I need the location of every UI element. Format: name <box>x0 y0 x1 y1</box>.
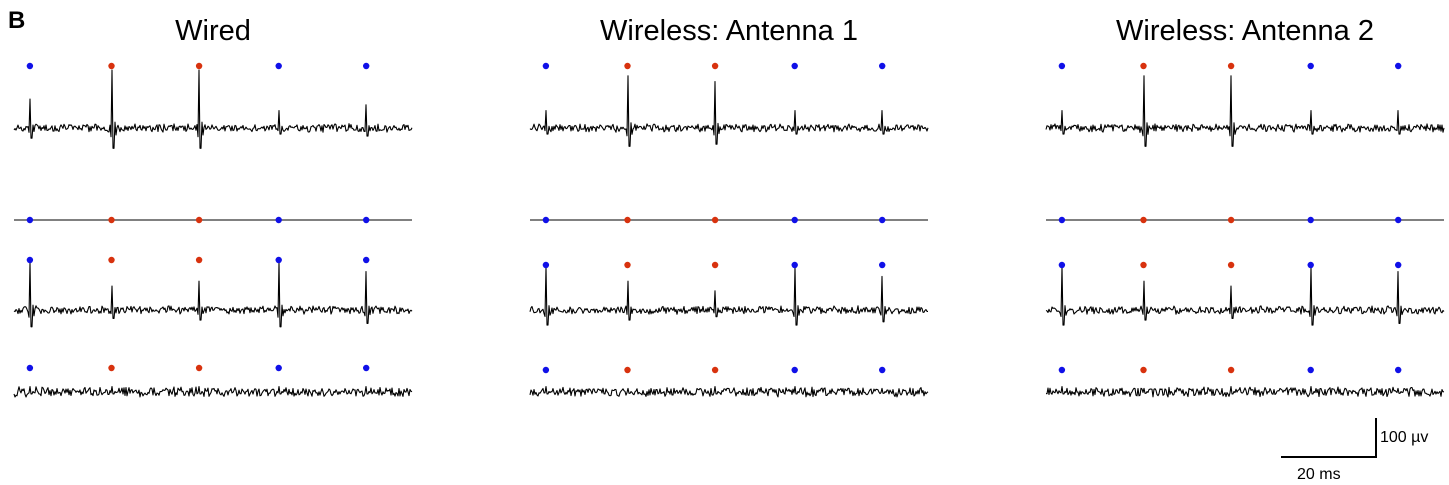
spike-marker-red <box>1140 366 1147 374</box>
trace-line <box>13 386 413 398</box>
spike-marker-red <box>624 62 631 70</box>
spike-marker-blue <box>275 256 282 264</box>
panel-title-antenna-1: Wireless: Antenna 1 <box>600 15 858 47</box>
spike-marker-red <box>711 366 719 374</box>
panel-title-wired: Wired <box>175 15 251 47</box>
spike-marker-blue <box>1307 261 1314 269</box>
spike-marker-blue <box>26 216 34 224</box>
spike-marker-blue <box>1307 62 1314 70</box>
spike-marker-blue <box>275 364 282 372</box>
trace-line <box>1045 266 1445 326</box>
spike-marker-red <box>195 216 203 224</box>
spike-marker-red <box>108 256 115 264</box>
spike-marker-red <box>1140 62 1147 70</box>
trace-line <box>13 69 413 149</box>
spike-marker-blue <box>1395 62 1402 70</box>
spike-marker-red <box>624 261 631 269</box>
spike-marker-blue <box>542 261 550 269</box>
spike-marker-red <box>711 62 719 70</box>
panel-label: B <box>8 7 25 34</box>
panel-1 <box>529 62 929 398</box>
spike-marker-blue <box>791 216 798 224</box>
panel-title-antenna-2: Wireless: Antenna 2 <box>1116 15 1374 47</box>
spike-marker-blue <box>1395 366 1402 374</box>
spike-marker-blue <box>542 366 550 374</box>
spike-marker-red <box>1140 216 1147 224</box>
spike-marker-blue <box>542 62 550 70</box>
spike-marker-blue <box>1395 216 1402 224</box>
scale-bar: 100 µv 20 ms <box>1281 418 1428 483</box>
spike-marker-red <box>624 216 631 224</box>
panel-2 <box>1045 62 1445 398</box>
spike-marker-red <box>624 366 631 374</box>
spike-marker-blue <box>1395 261 1402 269</box>
panel-0 <box>13 62 413 398</box>
spike-marker-red <box>1227 261 1235 269</box>
spike-marker-blue <box>1058 261 1066 269</box>
spike-marker-blue <box>26 364 34 372</box>
spike-marker-blue <box>363 216 370 224</box>
trace-line <box>1045 386 1445 398</box>
trace-line <box>529 75 929 147</box>
spike-marker-red <box>711 216 719 224</box>
spike-marker-blue <box>791 366 798 374</box>
trace-line <box>529 266 928 326</box>
spike-marker-red <box>108 364 115 372</box>
spike-marker-blue <box>542 216 550 224</box>
spike-marker-red <box>195 256 203 264</box>
spike-marker-blue <box>1307 366 1314 374</box>
spike-marker-blue <box>1058 216 1066 224</box>
spike-marker-red <box>1227 62 1235 70</box>
trace-line <box>529 386 929 398</box>
spike-marker-blue <box>275 62 282 70</box>
voltage-scale-label: 100 µv <box>1380 429 1428 446</box>
trace-panels <box>13 62 1445 398</box>
spike-marker-red <box>1227 366 1235 374</box>
spike-marker-blue <box>1307 216 1314 224</box>
time-scale-label: 20 ms <box>1297 466 1341 483</box>
spike-marker-red <box>1140 261 1147 269</box>
spike-marker-blue <box>363 62 370 70</box>
spike-marker-red <box>108 62 115 70</box>
trace-line <box>1045 75 1445 147</box>
spike-marker-red <box>195 62 203 70</box>
spike-marker-blue <box>363 364 370 372</box>
spike-marker-red <box>108 216 115 224</box>
spike-marker-blue <box>26 256 34 264</box>
spike-marker-blue <box>879 366 886 374</box>
spike-marker-blue <box>26 62 34 70</box>
spike-marker-blue <box>791 62 798 70</box>
spike-marker-blue <box>275 216 282 224</box>
spike-marker-blue <box>363 256 370 264</box>
spike-marker-blue <box>1058 366 1066 374</box>
spike-marker-red <box>195 364 203 372</box>
spike-marker-blue <box>879 62 886 70</box>
spike-marker-blue <box>1058 62 1066 70</box>
spike-marker-blue <box>879 216 886 224</box>
spike-marker-red <box>711 261 719 269</box>
trace-line <box>13 261 413 328</box>
spike-marker-red <box>1227 216 1235 224</box>
spike-marker-blue <box>791 261 798 269</box>
spike-marker-blue <box>879 261 886 269</box>
